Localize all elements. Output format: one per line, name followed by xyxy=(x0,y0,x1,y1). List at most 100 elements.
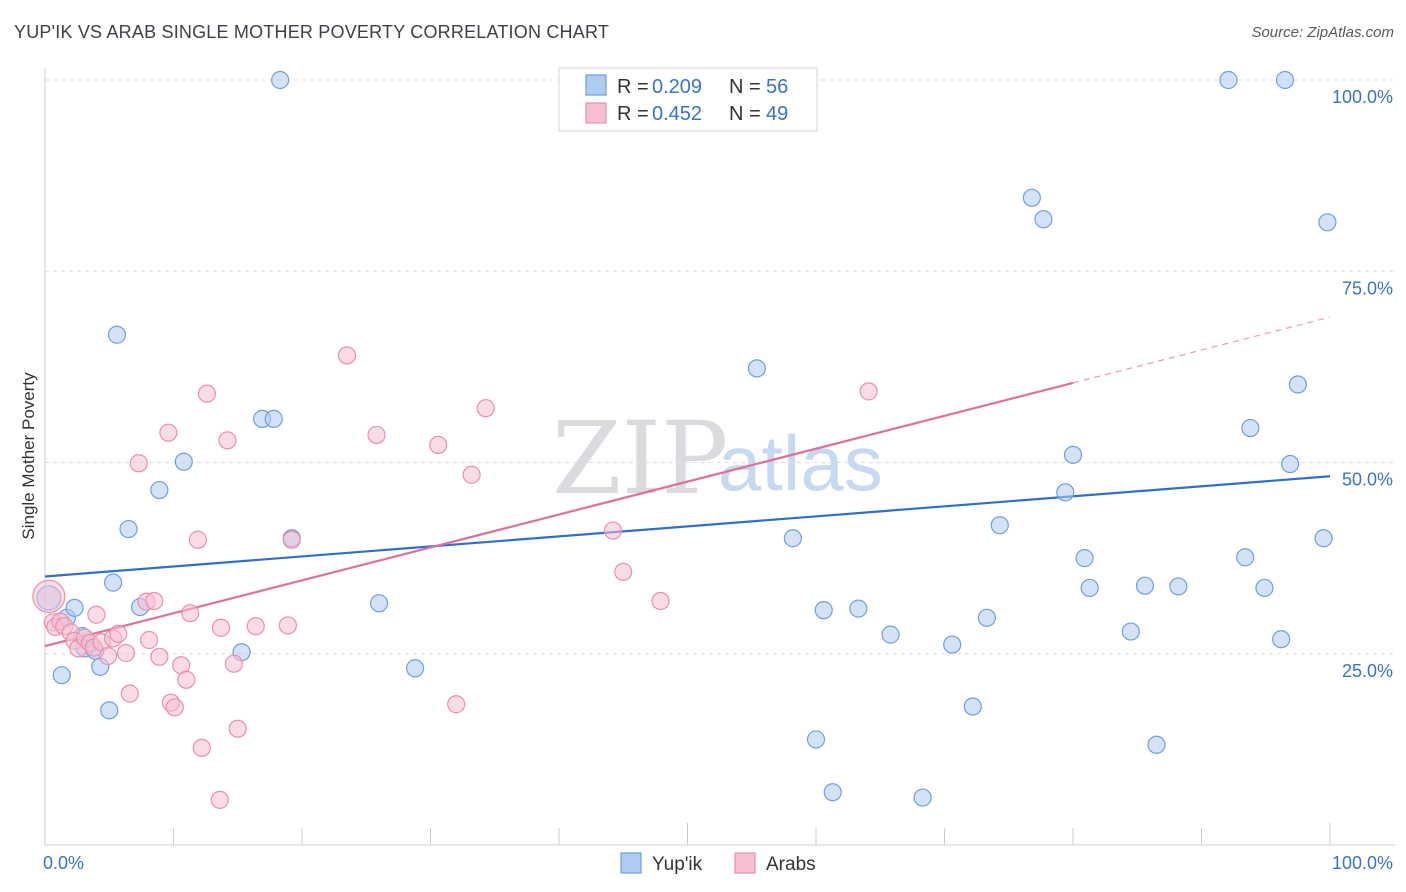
point-arabs xyxy=(188,530,208,549)
point-arabs xyxy=(120,684,139,703)
legend-r-label-arabs: R = xyxy=(617,103,649,125)
watermark-zip: ZIP xyxy=(552,400,728,517)
point-yupik xyxy=(814,601,833,620)
point-arabs xyxy=(462,465,481,484)
point-yupik xyxy=(1318,213,1337,232)
point-yupik xyxy=(963,697,982,716)
point-yupik xyxy=(100,701,119,720)
legend-n-label-yupik: N = xyxy=(729,76,761,98)
point-yupik xyxy=(1135,576,1155,595)
x-tick-label-100: 100.0% xyxy=(1332,853,1393,873)
legend-r-label-yupik: R = xyxy=(617,76,649,98)
legend-n-label-arabs: N = xyxy=(729,103,761,125)
point-arabs xyxy=(109,624,128,643)
point-arabs xyxy=(224,654,243,673)
point-arabs xyxy=(367,425,386,445)
point-yupik xyxy=(1169,577,1188,596)
point-arabs xyxy=(210,790,229,809)
point-yupik xyxy=(1121,622,1140,641)
point-yupik xyxy=(990,516,1009,535)
point-arabs xyxy=(145,591,164,611)
point-arabs xyxy=(651,591,670,611)
point-arabs xyxy=(192,738,211,757)
axes xyxy=(44,68,1395,846)
trend-line-yupik xyxy=(44,475,1331,578)
point-yupik xyxy=(1288,375,1307,394)
point-yupik xyxy=(1236,548,1255,567)
point-arabs xyxy=(859,382,878,401)
tick-labels: 25.0% 50.0% 75.0% 100.0% 0.0% 100.0% xyxy=(43,87,1393,873)
point-yupik xyxy=(823,783,842,802)
point-yupik xyxy=(881,625,900,644)
point-arabs xyxy=(228,719,247,738)
point-arabs xyxy=(87,605,106,624)
gridlines xyxy=(45,79,1395,655)
point-arabs xyxy=(282,530,301,549)
point-arabs xyxy=(211,618,231,637)
point-arabs xyxy=(129,454,148,473)
point-yupik xyxy=(65,598,84,617)
point-yupik xyxy=(1056,483,1075,502)
point-arabs xyxy=(246,617,265,636)
point-arabs xyxy=(181,604,200,623)
point-yupik xyxy=(405,659,425,678)
point-yupik xyxy=(264,409,283,428)
point-yupik xyxy=(1075,549,1094,568)
legend-r-value-arabs: 0.452 xyxy=(652,103,702,125)
legend-swatch-yupik xyxy=(585,74,607,96)
trend-line-arabs xyxy=(44,381,1074,648)
y-tick-label-75: 75.0% xyxy=(1342,278,1393,298)
point-arabs xyxy=(278,616,297,635)
point-yupik xyxy=(1281,454,1300,474)
point-yupik xyxy=(1219,70,1238,90)
point-yupik xyxy=(271,70,290,90)
point-yupik xyxy=(104,573,123,592)
point-arabs xyxy=(476,399,495,418)
point-arabs xyxy=(337,346,357,365)
point-arabs xyxy=(177,670,196,689)
point-yupik xyxy=(107,325,127,344)
point-yupik xyxy=(174,452,193,471)
bottom-legend-swatch-yupik xyxy=(620,852,642,874)
point-yupik xyxy=(1034,210,1053,229)
point-arabs xyxy=(159,423,178,442)
watermark: ZIP atlas xyxy=(552,400,883,517)
point-yupik xyxy=(1314,529,1333,548)
point-yupik xyxy=(977,608,997,627)
trend-line-extension-arabs xyxy=(1072,316,1331,384)
point-yupik xyxy=(943,635,962,654)
chart-title: YUP'IK VS ARAB SINGLE MOTHER POVERTY COR… xyxy=(14,22,610,42)
bottom-legend-swatch-arabs xyxy=(734,852,756,874)
point-arabs xyxy=(165,698,184,717)
point-yupik xyxy=(1272,630,1291,649)
data-points xyxy=(32,70,1337,809)
y-tick-label-25: 25.0% xyxy=(1342,661,1393,681)
point-arabs xyxy=(429,435,448,455)
point-yupik xyxy=(1147,735,1166,754)
point-arabs xyxy=(218,431,237,450)
point-yupik xyxy=(1275,70,1295,90)
point-yupik xyxy=(370,594,389,613)
point-arabs xyxy=(98,646,118,666)
point-yupik xyxy=(1063,445,1083,464)
bottom-legend-label-yupik: Yup'ik xyxy=(652,854,703,875)
point-yupik xyxy=(119,519,138,539)
point-yupik xyxy=(1255,578,1274,598)
point-yupik xyxy=(1241,418,1260,438)
legend-n-value-yupik: 56 xyxy=(766,76,788,98)
bottom-legend: Yup'ik Arabs xyxy=(620,852,816,875)
point-yupik xyxy=(150,480,169,500)
trend-lines xyxy=(44,316,1331,648)
point-yupik xyxy=(913,788,932,807)
point-yupik xyxy=(52,666,71,685)
point-arabs xyxy=(139,630,159,650)
point-arabs xyxy=(150,647,169,666)
point-yupik xyxy=(1080,578,1099,598)
bottom-legend-label-arabs: Arabs xyxy=(766,854,816,875)
legend: R = 0.209 N = 56 R = 0.452 N = 49 xyxy=(558,67,818,132)
y-tick-label-50: 50.0% xyxy=(1342,470,1393,490)
point-arabs xyxy=(447,695,466,714)
legend-n-value-arabs: 49 xyxy=(766,103,788,125)
point-arabs xyxy=(197,384,217,403)
